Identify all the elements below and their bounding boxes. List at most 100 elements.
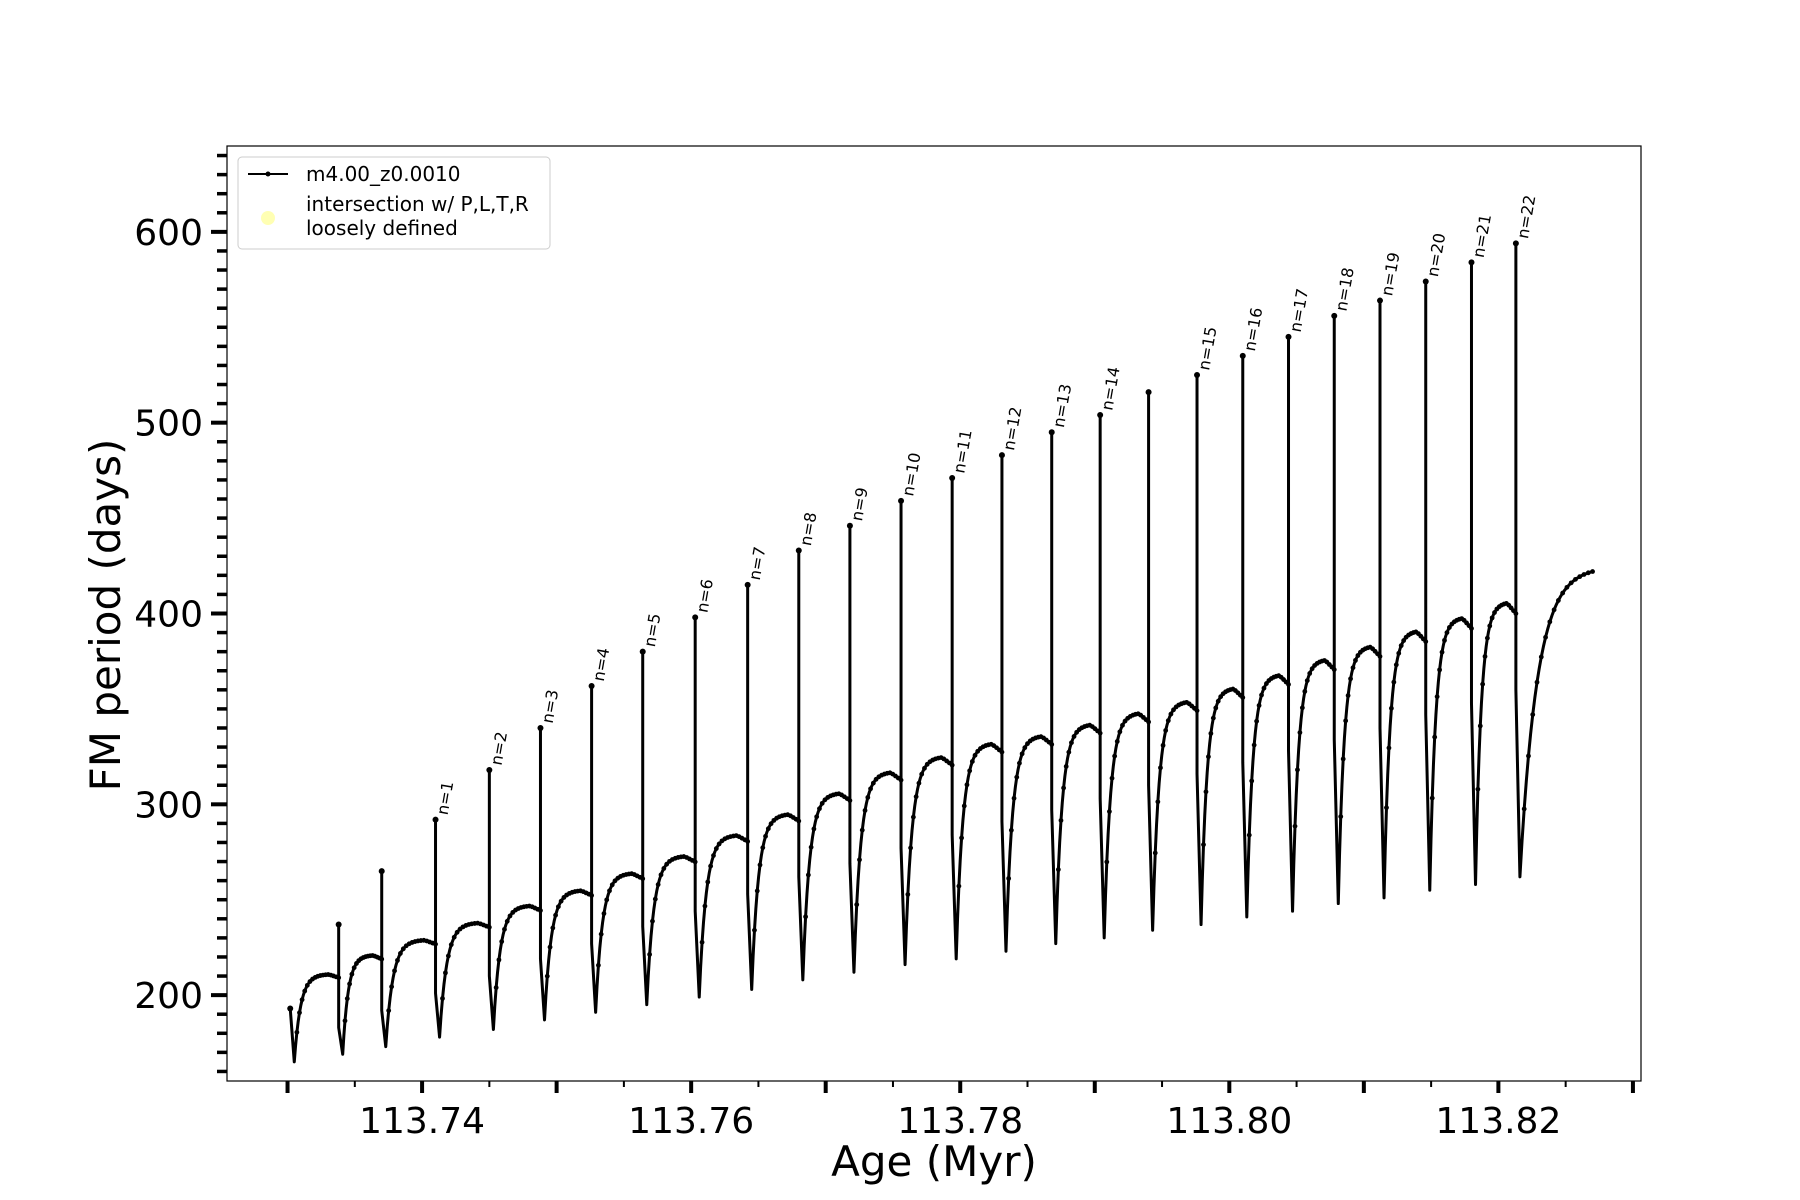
series-point <box>1022 745 1028 751</box>
series-point <box>808 844 814 850</box>
series-point <box>967 768 973 774</box>
legend-line-dot <box>265 171 271 177</box>
series-point <box>1104 859 1110 865</box>
series-point <box>1071 734 1077 739</box>
series-point <box>443 970 448 976</box>
series-point <box>1011 795 1017 801</box>
series-point <box>757 862 763 868</box>
series-point <box>1168 711 1174 717</box>
series-point <box>1391 679 1397 685</box>
series-point <box>440 996 445 1001</box>
series-point <box>1560 590 1566 596</box>
series-point <box>496 957 502 963</box>
series-point <box>1259 692 1264 698</box>
series-point <box>1120 722 1125 728</box>
legend-circle-marker <box>261 211 275 225</box>
series-point <box>1008 827 1014 833</box>
series-point <box>1203 789 1209 795</box>
spike-top-point <box>287 1005 294 1012</box>
series-point <box>699 939 705 945</box>
series-point <box>1019 751 1025 757</box>
series-point <box>1117 729 1123 735</box>
series-point <box>1297 730 1303 735</box>
series-point <box>1112 753 1118 759</box>
series-point <box>754 888 760 894</box>
series-point <box>351 965 357 971</box>
series-point <box>1251 742 1257 748</box>
series-point <box>949 762 955 768</box>
series-point <box>1254 718 1260 724</box>
series-point <box>1577 574 1583 580</box>
series-point <box>336 975 342 981</box>
spike-top-point <box>1285 333 1292 340</box>
series-point <box>1434 694 1440 700</box>
series-point <box>1152 850 1158 856</box>
y-tick-label: 300 <box>134 785 203 826</box>
spike-top-point <box>1468 259 1475 266</box>
series-point <box>661 866 667 871</box>
series-point <box>1109 775 1115 781</box>
series-point <box>538 908 543 913</box>
series-point <box>964 782 970 788</box>
series-point <box>919 771 925 777</box>
axes-layer: 113.74 113.76 113.78 113.80 113.82 200 300 400 5… <box>134 153 1635 1142</box>
series-point <box>865 795 871 800</box>
series-point <box>650 918 655 924</box>
y-tick-label: 600 <box>134 213 203 254</box>
series-point <box>1429 795 1435 801</box>
series-point <box>558 898 564 904</box>
series-point <box>1492 610 1497 615</box>
series-point <box>601 911 607 916</box>
spike-top-point <box>432 816 439 823</box>
series-point <box>1350 665 1356 671</box>
spike-top-point <box>588 683 595 690</box>
spike-top-point <box>1194 371 1201 378</box>
series-point <box>386 1008 392 1013</box>
spike-top-point <box>898 497 905 504</box>
series-point <box>1299 705 1305 711</box>
x-tick-label: 113.78 <box>897 1101 1023 1142</box>
series-point <box>1564 584 1570 590</box>
series-point <box>342 1018 348 1024</box>
series-point <box>555 904 561 910</box>
series-point <box>502 926 507 932</box>
series-point <box>916 780 922 786</box>
spike-top-point <box>744 581 751 588</box>
series-point <box>1194 708 1200 714</box>
series-point <box>1256 703 1262 708</box>
spike-top-point <box>846 522 853 529</box>
series-point <box>1444 630 1450 635</box>
series-point <box>972 752 978 758</box>
series-point <box>1345 693 1351 698</box>
series-point <box>1484 635 1490 641</box>
spike-top-point <box>378 868 385 875</box>
spike-top-point <box>486 766 493 773</box>
series-point <box>589 893 594 898</box>
series-point <box>1304 678 1310 683</box>
spike-top-point <box>998 452 1005 459</box>
spike-top-point <box>1097 412 1104 419</box>
series-point <box>1469 626 1474 631</box>
series-point <box>379 956 385 962</box>
series-point <box>1201 842 1206 848</box>
legend-label-intersection: intersection w/ P,L,T,R loosely defined <box>306 192 529 240</box>
series-point <box>550 925 556 931</box>
series-point <box>1396 650 1402 656</box>
x-axis-label: Age (Myr) <box>831 1137 1037 1186</box>
series-point <box>819 800 825 806</box>
series-point <box>1165 718 1171 724</box>
series-point <box>1160 742 1166 748</box>
series-point <box>1017 760 1022 766</box>
spike-top-point <box>1145 389 1152 396</box>
series-point <box>1215 698 1221 704</box>
series-point <box>294 1029 300 1035</box>
series-point <box>1307 671 1313 676</box>
spike-top-point <box>1239 352 1246 359</box>
series-point <box>647 952 653 957</box>
series-point <box>1261 685 1267 691</box>
series-point <box>395 957 400 963</box>
series-point <box>433 941 438 947</box>
series-point <box>1066 749 1072 755</box>
series-point <box>1163 728 1169 733</box>
